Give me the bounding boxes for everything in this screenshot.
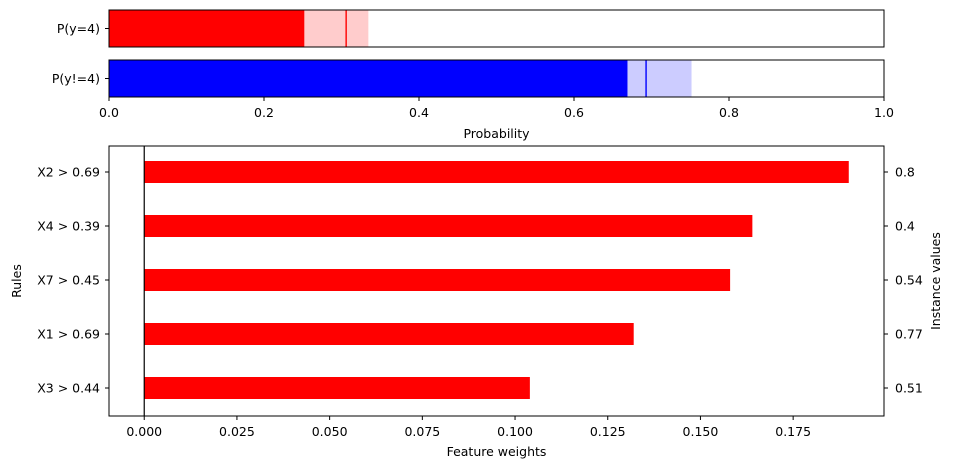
prob-category-label: P(y=4) bbox=[57, 21, 100, 36]
weights-xtick-label: 0.100 bbox=[497, 424, 533, 439]
weights-xtick-label: 0.175 bbox=[775, 424, 811, 439]
rule-label: X3 > 0.44 bbox=[37, 381, 100, 396]
prob-xtick-label: 0.0 bbox=[99, 105, 119, 120]
instance-value-label: 0.4 bbox=[895, 219, 915, 234]
weights-xtick-label: 0.125 bbox=[590, 424, 626, 439]
prob-xtick-label: 0.6 bbox=[564, 105, 584, 120]
prob-xtick-label: 1.0 bbox=[874, 105, 894, 120]
weight-bar bbox=[144, 269, 731, 291]
weights-xtick-label: 0.000 bbox=[126, 424, 162, 439]
rule-label: X4 > 0.39 bbox=[37, 219, 100, 234]
rule-label: X2 > 0.69 bbox=[37, 165, 100, 180]
weights-axes-frame bbox=[108, 145, 885, 417]
instance-value-label: 0.8 bbox=[895, 165, 915, 180]
rules-ylabel: Rules bbox=[9, 264, 24, 298]
weight-bar bbox=[144, 215, 753, 237]
weight-bar bbox=[144, 323, 634, 345]
probability-chart: P(y=4) P(y!=4) 0.0 0.2 0.4 0.6 0.8 1.0 Probabili… bbox=[52, 9, 894, 141]
instance-value-label: 0.54 bbox=[895, 273, 923, 288]
weights-xtick-label: 0.025 bbox=[219, 424, 255, 439]
weights-xlabel: Feature weights bbox=[447, 444, 547, 459]
weight-bar bbox=[144, 377, 530, 399]
prob-interval-bar bbox=[626, 59, 692, 98]
prob-xlabel: Probability bbox=[463, 126, 530, 141]
weights-xtick-label: 0.075 bbox=[404, 424, 440, 439]
prob-bar bbox=[109, 10, 305, 47]
prob-interval-bar bbox=[303, 9, 369, 48]
weight-bar bbox=[144, 161, 849, 183]
weights-xtick-label: 0.150 bbox=[683, 424, 719, 439]
prob-category-label: P(y!=4) bbox=[52, 71, 100, 86]
weights-xtick-label: 0.050 bbox=[312, 424, 348, 439]
rule-label: X7 > 0.45 bbox=[37, 273, 100, 288]
feature-weights-chart: X2 > 0.69 0.8 X4 > 0.39 0.4 X7 > 0.45 0.54 X1 … bbox=[9, 145, 943, 459]
prob-bar bbox=[109, 60, 628, 97]
prob-xtick-label: 0.8 bbox=[719, 105, 739, 120]
prob-xtick-label: 0.4 bbox=[409, 105, 429, 120]
instance-values-ylabel: Instance values bbox=[928, 232, 943, 330]
instance-value-label: 0.77 bbox=[895, 327, 923, 342]
instance-value-label: 0.51 bbox=[895, 381, 923, 396]
prob-xtick-label: 0.2 bbox=[254, 105, 274, 120]
rule-label: X1 > 0.69 bbox=[37, 327, 100, 342]
